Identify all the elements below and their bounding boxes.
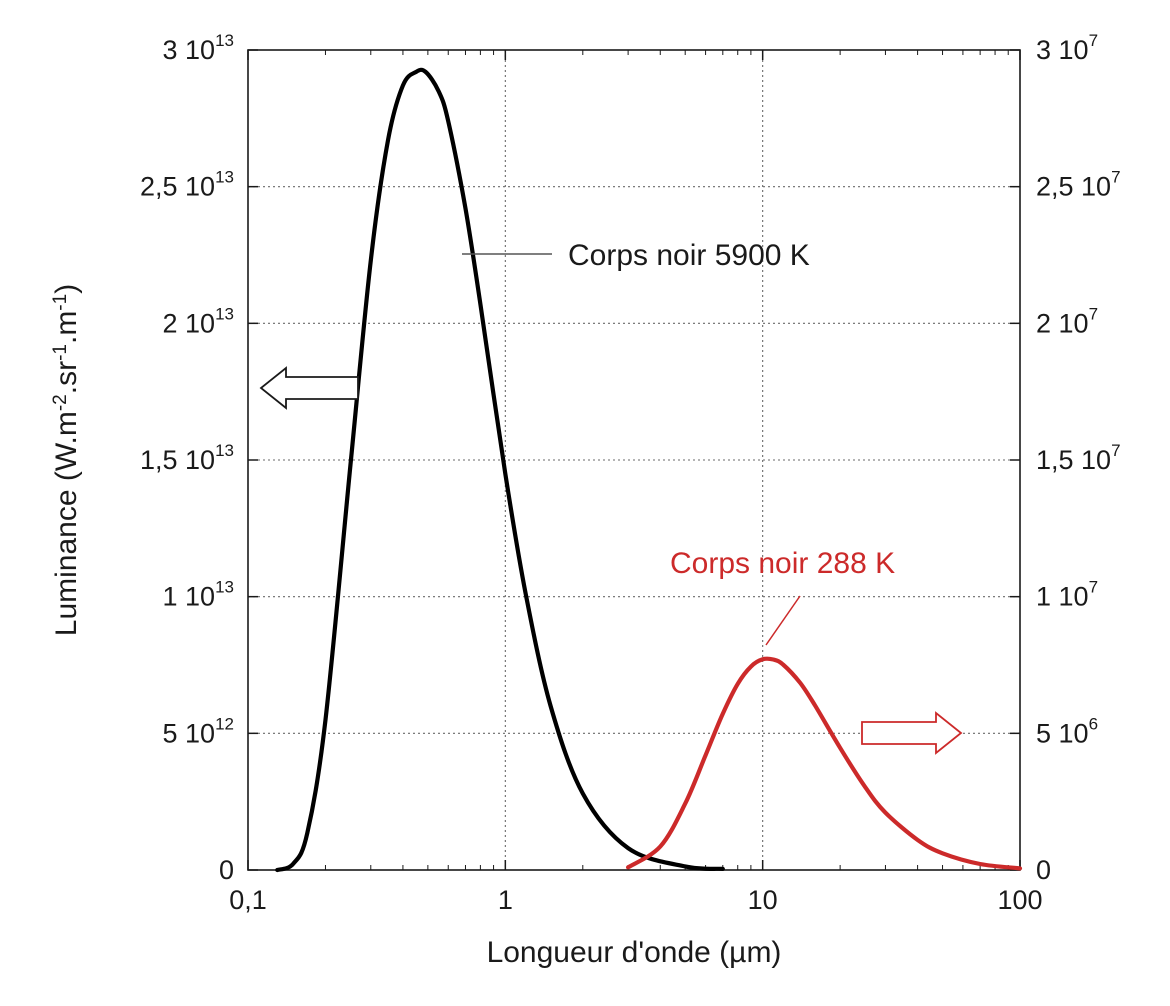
- annotation-leader-288k: [765, 595, 801, 646]
- y-right-tick-label: 2,5 107: [1036, 168, 1121, 202]
- y-right-tick-label: 1 107: [1036, 578, 1098, 612]
- right-axis-arrow-icon: [861, 711, 963, 755]
- series-layer: [275, 67, 1023, 873]
- x-axis: 0,1 1 10 100: [229, 50, 1043, 915]
- y-left-tick-label: 2,5 1013: [140, 168, 234, 202]
- y-left-tick-label: 5 1012: [163, 714, 234, 748]
- y-left-tick-label: 1 1013: [163, 578, 234, 612]
- y-left-tick-label: 2 1013: [163, 304, 234, 338]
- series-line-5900k: [275, 67, 725, 873]
- x-tick-label: 100: [997, 885, 1042, 915]
- grid-lines: [248, 50, 1020, 870]
- y-right-tick-label: 5 106: [1036, 714, 1098, 748]
- x-tick-label: 1: [498, 885, 513, 915]
- x-tick-label: 0,1: [229, 885, 267, 915]
- y-right-tick-label: 0: [1036, 855, 1051, 885]
- left-axis-arrow-icon: [259, 366, 359, 410]
- y-left-tick-label: 3 1013: [163, 31, 234, 65]
- y-right-tick-label: 1,5 107: [1036, 441, 1121, 475]
- annotation-288k: Corps noir 288 K: [670, 547, 895, 580]
- x-tick-label: 10: [748, 885, 778, 915]
- x-axis-label: Longueur d'onde (µm): [487, 936, 782, 969]
- annotation-5900k: Corps noir 5900 K: [568, 239, 810, 272]
- y-axis-left: 0 5 1012 1 1013 1,5 1013 2 1013 2,5 1013 3 101…: [140, 31, 258, 885]
- y-right-tick-label: 2 107: [1036, 304, 1098, 338]
- y-left-tick-label: 1,5 1013: [140, 441, 234, 475]
- y-axis-right: 0 5 106 1 107 1,5 107 2 107 2,5 107 3 107: [1010, 31, 1121, 885]
- series-line-288k: [626, 656, 1023, 871]
- y-right-tick-label: 3 107: [1036, 31, 1098, 65]
- y-axis-label: Luminance (W.m-2.sr-1.m-1): [50, 284, 84, 636]
- y-left-tick-label: 0: [219, 855, 234, 885]
